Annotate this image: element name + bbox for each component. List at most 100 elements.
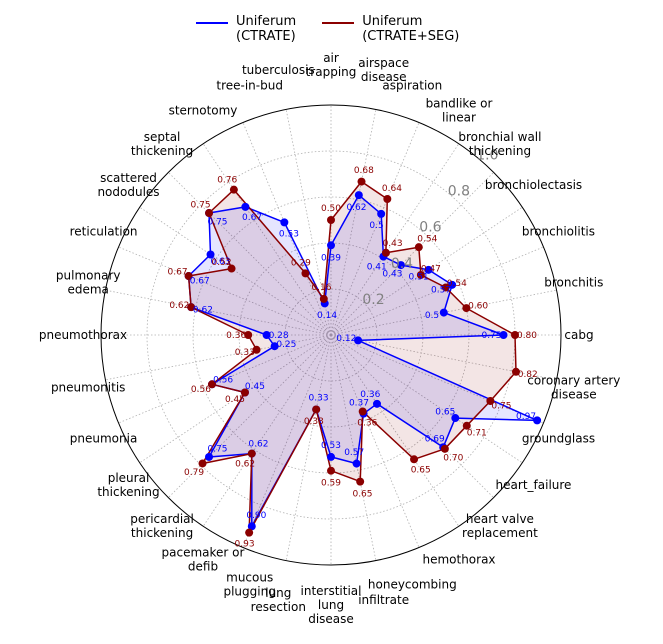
data-point: [244, 331, 253, 339]
data-label: 0.59: [321, 479, 341, 489]
category-label: heart_failure: [496, 478, 572, 492]
data-point: [262, 331, 271, 339]
data-label: 0.45: [245, 382, 265, 392]
data-point: [319, 294, 328, 303]
data-point: [280, 218, 289, 227]
data-point: [327, 216, 335, 224]
data-point: [227, 264, 236, 273]
data-label: 0.65: [435, 407, 455, 417]
category-label: honeycombing: [368, 577, 457, 591]
data-label: 0.41: [367, 263, 387, 273]
data-label: 0.63: [210, 257, 230, 267]
category-label: pulmonary edema: [56, 268, 121, 296]
data-label: 0.37: [349, 399, 369, 409]
data-point: [424, 265, 433, 274]
category-label: pericardial thickening: [130, 512, 194, 540]
data-point: [327, 466, 335, 475]
data-label: 0.64: [382, 184, 402, 194]
tick-label: 0.2: [362, 292, 384, 308]
data-label: 0.97: [516, 412, 536, 422]
legend-swatch-ctrate: [196, 22, 228, 24]
data-point: [462, 304, 471, 313]
data-label: 0.93: [235, 540, 255, 550]
data-point: [511, 367, 520, 376]
category-label: mucous plugging: [223, 570, 275, 598]
tick-label: 0.6: [419, 220, 441, 236]
data-point: [229, 185, 238, 194]
data-point: [383, 195, 392, 204]
category-label: pneumonitis: [51, 381, 125, 395]
data-label: 0.65: [352, 489, 372, 499]
data-point: [439, 308, 448, 317]
data-label: 0.75: [491, 402, 511, 412]
category-label: bandlike or linear: [426, 97, 493, 125]
data-point: [208, 380, 217, 389]
tick-label: 0.4: [391, 256, 413, 272]
data-point: [205, 209, 214, 218]
series-area-0: [188, 195, 538, 527]
data-label: 0.62: [346, 203, 366, 213]
category-label: hemothorax: [422, 552, 495, 566]
category-label: infiltrate: [358, 593, 409, 607]
data-label: 0.56: [191, 385, 211, 395]
data-point: [240, 388, 249, 397]
data-point: [416, 270, 425, 279]
data-label: 0.75: [207, 218, 227, 228]
data-label: 0.76: [217, 176, 237, 186]
data-point: [486, 397, 495, 406]
data-label: 0.57: [431, 285, 451, 295]
data-label: 0.62: [235, 460, 255, 470]
data-label: 0.80: [517, 331, 537, 341]
data-label: 0.16: [311, 283, 331, 293]
data-label: 0.71: [467, 428, 487, 438]
data-label: 0.47: [421, 264, 441, 274]
data-point: [327, 452, 335, 461]
data-label: 0.33: [235, 348, 255, 358]
category-label: pneumothorax: [39, 328, 127, 342]
data-label: 0.52: [212, 258, 232, 268]
category-label: air trapping: [306, 51, 357, 79]
data-point: [377, 209, 386, 218]
data-label: 0.79: [184, 468, 204, 478]
data-point: [241, 202, 250, 211]
tick-label: 0.8: [448, 184, 470, 200]
data-point: [373, 399, 382, 408]
data-point: [381, 248, 390, 257]
category-label: aspiration: [382, 79, 442, 93]
data-label: 0.53: [279, 229, 299, 239]
data-label: 0.39: [321, 253, 341, 263]
data-label: 0.65: [411, 465, 431, 475]
data-label: 0.5: [425, 311, 439, 321]
data-label: 0.36: [226, 331, 246, 341]
data-point: [357, 177, 366, 186]
category-label: sternotomy: [169, 104, 238, 118]
data-point: [448, 280, 457, 289]
category-label: pneumonia: [70, 431, 138, 445]
data-label: 0.28: [269, 331, 289, 341]
data-point: [462, 421, 471, 430]
data-point: [301, 269, 310, 278]
data-label: 0.36: [360, 390, 380, 400]
data-label: 0.68: [354, 166, 374, 176]
data-point: [410, 455, 419, 464]
data-point: [358, 407, 367, 416]
data-label: 0.60: [468, 302, 488, 312]
data-point: [206, 250, 215, 259]
data-label: 0.36: [357, 419, 377, 429]
data-point: [252, 345, 261, 354]
legend-label-ctrate-seg: Uniferum (CTRATE+SEG): [362, 14, 460, 44]
data-label: 0.12: [336, 334, 356, 344]
data-label: 0.45: [225, 395, 245, 405]
data-label: 0.69: [425, 435, 445, 445]
data-point: [247, 522, 256, 531]
data-point: [396, 261, 405, 270]
category-label: scattered nododules: [97, 171, 159, 199]
category-label: tuberculosis: [242, 63, 315, 77]
data-label: 0.56: [213, 376, 233, 386]
category-label: bronchitis: [544, 275, 603, 289]
category-label: pacemaker or defib: [162, 545, 245, 573]
legend: Uniferum (CTRATE) Uniferum (CTRATE+SEG): [196, 14, 459, 44]
legend-swatch-ctrate-seg: [322, 22, 355, 24]
series-area-1: [188, 181, 516, 533]
series-markers-1: [184, 177, 520, 537]
